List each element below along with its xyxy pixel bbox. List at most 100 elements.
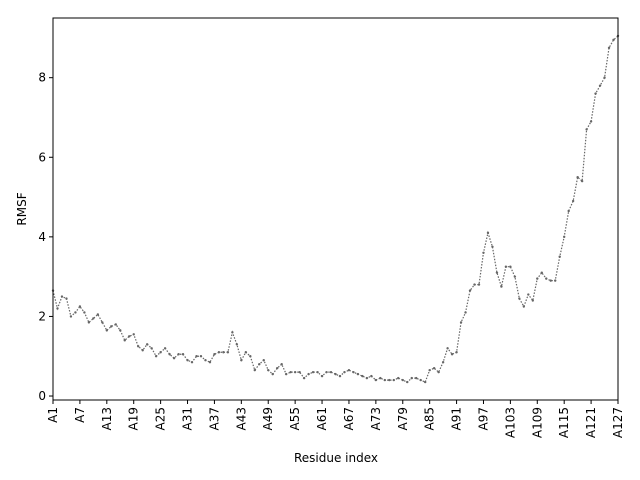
x-tick-label: A115 bbox=[557, 407, 571, 438]
point bbox=[96, 313, 100, 316]
point bbox=[406, 380, 409, 384]
point bbox=[522, 305, 526, 308]
point bbox=[136, 345, 140, 348]
point bbox=[320, 374, 324, 378]
point bbox=[119, 329, 122, 332]
point bbox=[132, 333, 135, 336]
point bbox=[518, 297, 521, 300]
point bbox=[231, 331, 234, 334]
point bbox=[410, 376, 413, 380]
y-tick-label: 4 bbox=[38, 230, 46, 244]
x-tick-label: A7 bbox=[73, 407, 87, 423]
x-tick-label: A97 bbox=[476, 407, 490, 430]
point bbox=[110, 325, 113, 328]
x-tick-label: A91 bbox=[450, 407, 464, 430]
x-tick-label: A25 bbox=[154, 407, 168, 430]
point bbox=[594, 92, 597, 95]
x-tick-label: A85 bbox=[423, 407, 437, 430]
point bbox=[576, 175, 579, 179]
point bbox=[338, 374, 342, 378]
point bbox=[190, 360, 194, 364]
point bbox=[240, 359, 243, 362]
point bbox=[603, 76, 606, 79]
point bbox=[419, 378, 422, 382]
point bbox=[284, 372, 288, 376]
x-tick-label: A73 bbox=[369, 407, 383, 430]
x-tick-label: A109 bbox=[530, 407, 544, 438]
point bbox=[114, 323, 117, 326]
point bbox=[571, 199, 575, 203]
point bbox=[536, 277, 539, 280]
point bbox=[83, 311, 86, 314]
point bbox=[352, 370, 355, 374]
point bbox=[464, 311, 467, 314]
x-tick-label: A19 bbox=[127, 407, 141, 430]
y-tick-label: 8 bbox=[38, 71, 46, 85]
point bbox=[154, 355, 158, 358]
point bbox=[549, 279, 552, 282]
point bbox=[504, 265, 508, 268]
point bbox=[235, 343, 239, 346]
point bbox=[262, 359, 265, 362]
point bbox=[562, 235, 566, 239]
point bbox=[567, 209, 570, 213]
x-tick-label: A49 bbox=[261, 407, 275, 430]
point bbox=[558, 255, 561, 258]
y-axis-label: RMSF bbox=[15, 192, 29, 225]
point bbox=[60, 295, 64, 298]
point bbox=[428, 368, 431, 372]
point bbox=[491, 245, 494, 249]
point bbox=[204, 359, 207, 362]
point bbox=[612, 38, 615, 42]
y-tick-label: 6 bbox=[38, 150, 46, 164]
point bbox=[222, 351, 225, 354]
point bbox=[208, 360, 212, 364]
point bbox=[325, 370, 328, 374]
point bbox=[217, 351, 221, 354]
point bbox=[244, 351, 248, 354]
point bbox=[101, 321, 104, 324]
point bbox=[374, 378, 378, 382]
point bbox=[329, 370, 333, 374]
y-tick-label: 2 bbox=[38, 309, 46, 323]
point bbox=[195, 355, 198, 358]
point bbox=[509, 265, 512, 268]
x-tick-label: A67 bbox=[342, 407, 356, 430]
point bbox=[486, 231, 490, 235]
point bbox=[477, 283, 481, 286]
x-tick-label: A31 bbox=[181, 407, 195, 430]
point bbox=[298, 370, 301, 374]
point bbox=[271, 372, 274, 376]
x-tick-label: A121 bbox=[584, 407, 598, 438]
point bbox=[105, 329, 109, 332]
point bbox=[500, 285, 503, 288]
point bbox=[168, 353, 171, 356]
y-tick-label: 0 bbox=[38, 389, 46, 403]
point bbox=[531, 299, 535, 302]
point bbox=[226, 351, 230, 354]
point bbox=[495, 271, 499, 274]
point bbox=[172, 357, 176, 360]
point bbox=[437, 370, 440, 374]
point bbox=[249, 355, 252, 358]
point bbox=[199, 355, 203, 358]
point bbox=[545, 277, 548, 280]
point bbox=[141, 349, 144, 352]
point bbox=[383, 378, 387, 382]
point bbox=[316, 370, 319, 374]
point bbox=[513, 275, 517, 278]
point bbox=[589, 120, 593, 123]
point bbox=[150, 347, 153, 350]
point bbox=[423, 380, 427, 384]
point bbox=[343, 370, 346, 374]
point bbox=[450, 353, 454, 356]
point bbox=[87, 321, 91, 324]
x-tick-label: A55 bbox=[288, 407, 302, 430]
point bbox=[455, 351, 458, 354]
x-tick-label: A1 bbox=[46, 407, 60, 423]
point bbox=[128, 335, 131, 338]
point bbox=[598, 84, 602, 87]
point bbox=[186, 359, 189, 362]
point bbox=[527, 293, 530, 296]
